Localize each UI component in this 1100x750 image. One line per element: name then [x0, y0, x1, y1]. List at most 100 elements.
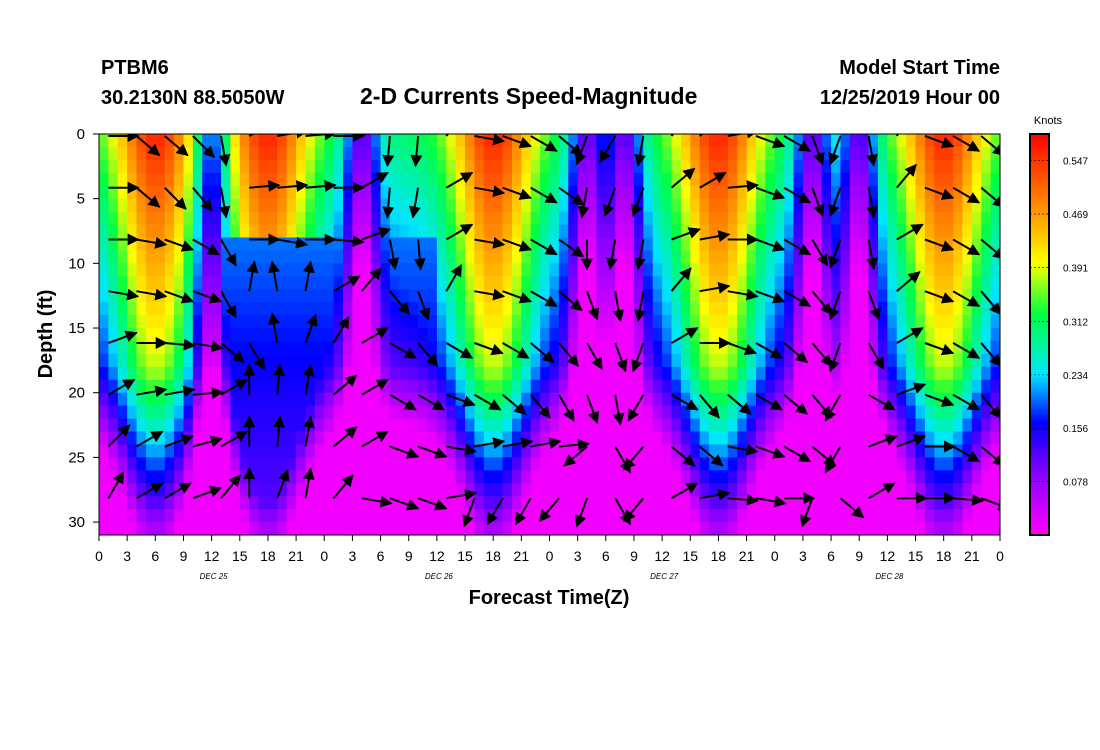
heat-cell — [305, 457, 316, 471]
heat-cell — [305, 340, 316, 355]
heat-cell — [831, 379, 842, 394]
heat-cell — [587, 444, 598, 458]
current-vector — [783, 186, 812, 204]
heat-cell — [755, 496, 766, 510]
heat-cell — [343, 457, 354, 471]
heat-cell — [455, 315, 466, 329]
heat-cell — [343, 340, 354, 355]
heat-cell — [877, 431, 888, 446]
heat-cell — [465, 366, 476, 381]
heat-cell — [211, 134, 222, 148]
heat-cell — [418, 276, 429, 290]
heat-cell — [333, 289, 344, 303]
heat-cell — [333, 263, 344, 277]
heat-cell — [680, 509, 691, 523]
heat-cell — [849, 315, 860, 329]
heat-cell — [774, 159, 785, 174]
heat-cell — [906, 457, 917, 471]
heat-cell — [465, 134, 476, 148]
heat-cell — [934, 470, 945, 484]
heat-cell — [887, 522, 898, 535]
heat-cell — [896, 483, 907, 497]
heat-cell — [221, 470, 231, 484]
heat-cell — [436, 418, 447, 433]
heat-cell — [896, 328, 907, 342]
heat-cell — [549, 405, 560, 420]
heat-cell — [765, 496, 776, 510]
heat-cell — [868, 418, 879, 433]
heat-cell — [305, 496, 316, 510]
heat-cell — [849, 276, 860, 290]
heat-cell — [183, 418, 194, 433]
heat-cell — [793, 366, 804, 381]
x-axis-label: Forecast Time(Z) — [469, 587, 630, 609]
heat-cell — [577, 224, 588, 239]
heat-cell — [474, 315, 485, 329]
heat-cell — [643, 211, 654, 226]
heat-cell — [549, 302, 560, 316]
heat-cell — [436, 315, 447, 329]
heat-cell — [662, 224, 673, 239]
heat-cell — [709, 470, 720, 484]
heat-cell — [662, 146, 673, 161]
heat-cell — [399, 263, 410, 277]
heat-cell — [727, 211, 738, 226]
heat-cell — [371, 237, 382, 252]
y-axis-label: Depth (ft) — [35, 290, 57, 379]
heat-cell — [568, 444, 579, 458]
heat-cell — [343, 405, 354, 420]
heat-cell — [784, 224, 795, 239]
heat-cell — [446, 379, 457, 394]
heat-cell — [530, 276, 541, 290]
heat-cell — [258, 224, 269, 239]
heat-cell — [671, 172, 682, 187]
current-vector — [586, 342, 603, 370]
heat-cell — [361, 211, 372, 226]
heat-cell — [371, 146, 382, 161]
heat-cell — [953, 289, 964, 303]
heat-cell — [267, 211, 278, 226]
heat-cell — [643, 509, 654, 523]
heat-cell — [699, 509, 710, 523]
heat-cell — [108, 496, 119, 510]
heat-cell — [239, 328, 250, 342]
heat-cell — [286, 483, 297, 497]
heat-cell — [755, 289, 766, 303]
heat-cell — [117, 496, 128, 510]
heat-cell — [568, 134, 579, 148]
heat-cell — [887, 159, 898, 174]
heat-cell — [117, 172, 128, 187]
heat-cell — [314, 379, 325, 394]
heat-cell — [624, 302, 635, 316]
heat-cell — [465, 159, 476, 174]
heat-cell — [765, 224, 776, 239]
current-vector — [627, 394, 645, 422]
heat-cell — [192, 146, 203, 161]
heat-cell — [221, 185, 231, 200]
heat-cell — [249, 159, 260, 174]
heat-cell — [765, 483, 776, 497]
heat-cell — [511, 483, 522, 497]
heat-cell — [605, 185, 616, 200]
heat-cell — [174, 302, 185, 316]
heat-cell — [352, 509, 363, 523]
heat-cell — [887, 366, 898, 381]
current-vector — [783, 445, 812, 463]
current-vector — [623, 445, 645, 471]
heat-cell — [333, 379, 344, 394]
heat-cell — [690, 366, 701, 381]
heat-cell — [333, 250, 344, 264]
heat-cell — [436, 366, 447, 381]
heat-cell — [164, 276, 175, 290]
current-vector — [410, 135, 423, 168]
heat-cell — [784, 444, 795, 458]
heat-cell — [296, 379, 307, 394]
heat-cell — [971, 496, 982, 510]
heat-cell — [943, 250, 954, 264]
heat-cell — [521, 159, 532, 174]
y-tick-label: 15 — [68, 320, 85, 337]
heat-cell — [831, 470, 842, 484]
heat-cell — [192, 457, 203, 471]
heat-cell — [831, 276, 842, 290]
heat-cell — [784, 457, 795, 471]
